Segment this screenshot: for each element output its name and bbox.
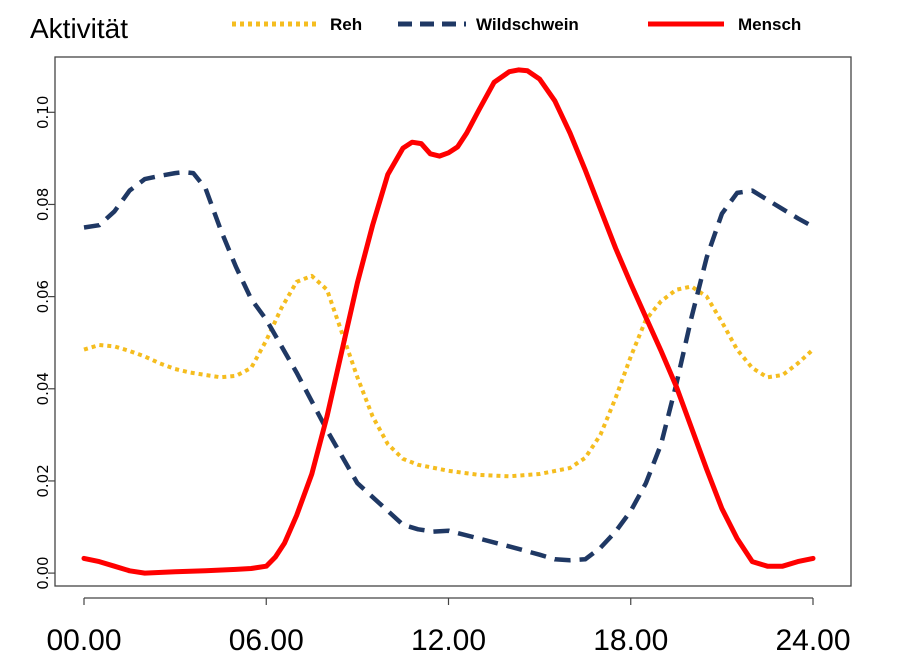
legend-label-mensch: Mensch (738, 15, 801, 34)
x-tick-label: 12.00 (411, 624, 486, 657)
legend-item-wildschwein: Wildschwein (398, 15, 579, 34)
y-tick-label: 0.02 (34, 464, 52, 497)
y-tick-label: 0.10 (34, 96, 52, 129)
y-tick-label: 0.08 (34, 188, 52, 221)
legend-item-reh: Reh (232, 15, 362, 34)
x-tick-label: 00.00 (46, 624, 121, 657)
legend: Reh Wildschwein Mensch (232, 15, 801, 34)
x-tick-label: 24.00 (775, 624, 850, 657)
legend-label-wildschwein: Wildschwein (476, 15, 579, 34)
plot-frame (54, 56, 852, 587)
series-layer (81, 67, 816, 576)
legend-label-reh: Reh (330, 15, 362, 34)
series-line-reh (83, 273, 815, 479)
y-tick-label: 0.06 (34, 280, 52, 313)
x-tick-label: 06.00 (229, 624, 304, 657)
y-tick-label: 0.00 (34, 556, 52, 589)
series-line-mensch (81, 67, 816, 576)
y-tick-label: 0.04 (34, 372, 52, 405)
x-tick-label: 18.00 (593, 624, 668, 657)
series-line-wildschwein (83, 169, 815, 563)
y-axis: 0.00 0.02 0.04 0.06 0.08 0.10 (34, 96, 55, 590)
y-axis-title: Aktivität (30, 13, 128, 44)
x-axis: 00.00 06.00 12.00 18.00 24.00 (46, 597, 851, 657)
legend-item-mensch: Mensch (648, 15, 801, 34)
